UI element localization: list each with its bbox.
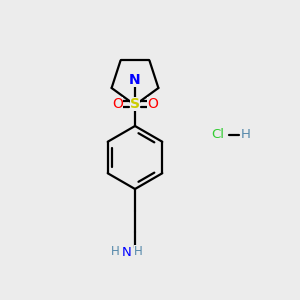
Text: H: H <box>111 244 120 258</box>
Text: H: H <box>134 244 142 258</box>
Text: N: N <box>122 246 131 259</box>
Text: H: H <box>241 128 251 142</box>
Text: O: O <box>147 98 158 111</box>
Text: S: S <box>130 98 140 111</box>
Text: N: N <box>129 74 141 87</box>
Text: Cl: Cl <box>212 128 225 142</box>
Text: O: O <box>112 98 123 111</box>
